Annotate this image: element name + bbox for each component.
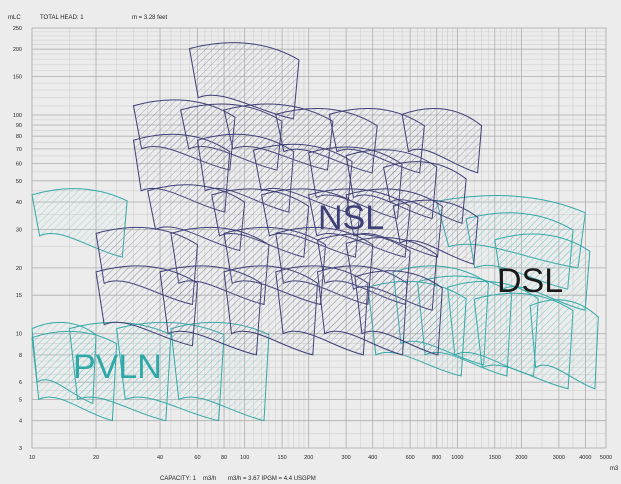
x-axis-title: CAPACITY: 1 (160, 476, 197, 482)
y-tick-label: 6 (19, 380, 22, 386)
x-tick-label: 5000 (600, 455, 612, 461)
y-tick-label: 8 (19, 353, 22, 359)
x-tick-label: 60 (194, 455, 200, 461)
series-label-nsl: NSL (318, 199, 384, 237)
nsl-region (392, 199, 479, 265)
x-tick-label: 10 (29, 455, 35, 461)
y-tick-label: 150 (13, 75, 22, 81)
teal-region (494, 233, 591, 311)
x-tick-label: 800 (432, 455, 441, 461)
y-tick-label: 15 (16, 293, 22, 299)
x-tick-label: 1500 (489, 455, 501, 461)
x-tick-label: 4000 (579, 455, 591, 461)
x-tick-label: 2000 (515, 455, 527, 461)
nsl-series-regions (95, 42, 483, 356)
x-axis-conversion: m3/h = 3.67 IPGM = 4.4 USGPM (228, 476, 316, 482)
y-tick-label: 40 (16, 200, 22, 206)
x-tick-label: 300 (342, 455, 351, 461)
axis-ticks: 3 4 5 6 8 10 15 20 30 40 50 60 70 80 90 100 150 200 250 10 2… (13, 26, 612, 461)
x-tick-label: 20 (93, 455, 99, 461)
y-axis-conversion: m = 3.28 feet (132, 15, 168, 21)
y-tick-label: 100 (13, 113, 22, 119)
series-label-pvln: PVLN (73, 348, 162, 386)
y-unit-label: mLC (8, 15, 21, 21)
x-tick-label: 1000 (451, 455, 463, 461)
y-tick-label: 3 (19, 446, 22, 452)
y-tick-label: 90 (16, 123, 22, 129)
x-tick-label: 150 (278, 455, 287, 461)
y-tick-label: 5 (19, 397, 22, 403)
series-label-dsl: DSL (497, 262, 563, 300)
x-tick-label: 200 (304, 455, 313, 461)
x-tick-label: 400 (368, 455, 377, 461)
teal-region (529, 299, 599, 390)
x-tick-label: 80 (221, 455, 227, 461)
y-axis-title: TOTAL HEAD: 1 (40, 15, 84, 21)
teal-series-regions (31, 188, 599, 422)
x-tick-label: 3000 (553, 455, 565, 461)
x-unit-label-right: m3 (610, 466, 619, 472)
y-tick-label: 30 (16, 227, 22, 233)
y-tick-label: 4 (19, 419, 22, 425)
x-tick-label: 600 (406, 455, 415, 461)
y-tick-label: 50 (16, 179, 22, 185)
y-tick-label: 20 (16, 266, 22, 272)
y-tick-label: 70 (16, 147, 22, 153)
nsl-region (354, 270, 443, 356)
y-tick-label: 60 (16, 162, 22, 168)
x-unit-label: m3/h (203, 476, 216, 482)
y-tick-label: 250 (13, 26, 22, 32)
y-tick-label: 200 (13, 47, 22, 53)
y-tick-label: 10 (16, 332, 22, 338)
nsl-region (401, 107, 483, 174)
x-tick-label: 100 (240, 455, 249, 461)
y-tick-label: 80 (16, 134, 22, 140)
x-tick-label: 40 (157, 455, 163, 461)
